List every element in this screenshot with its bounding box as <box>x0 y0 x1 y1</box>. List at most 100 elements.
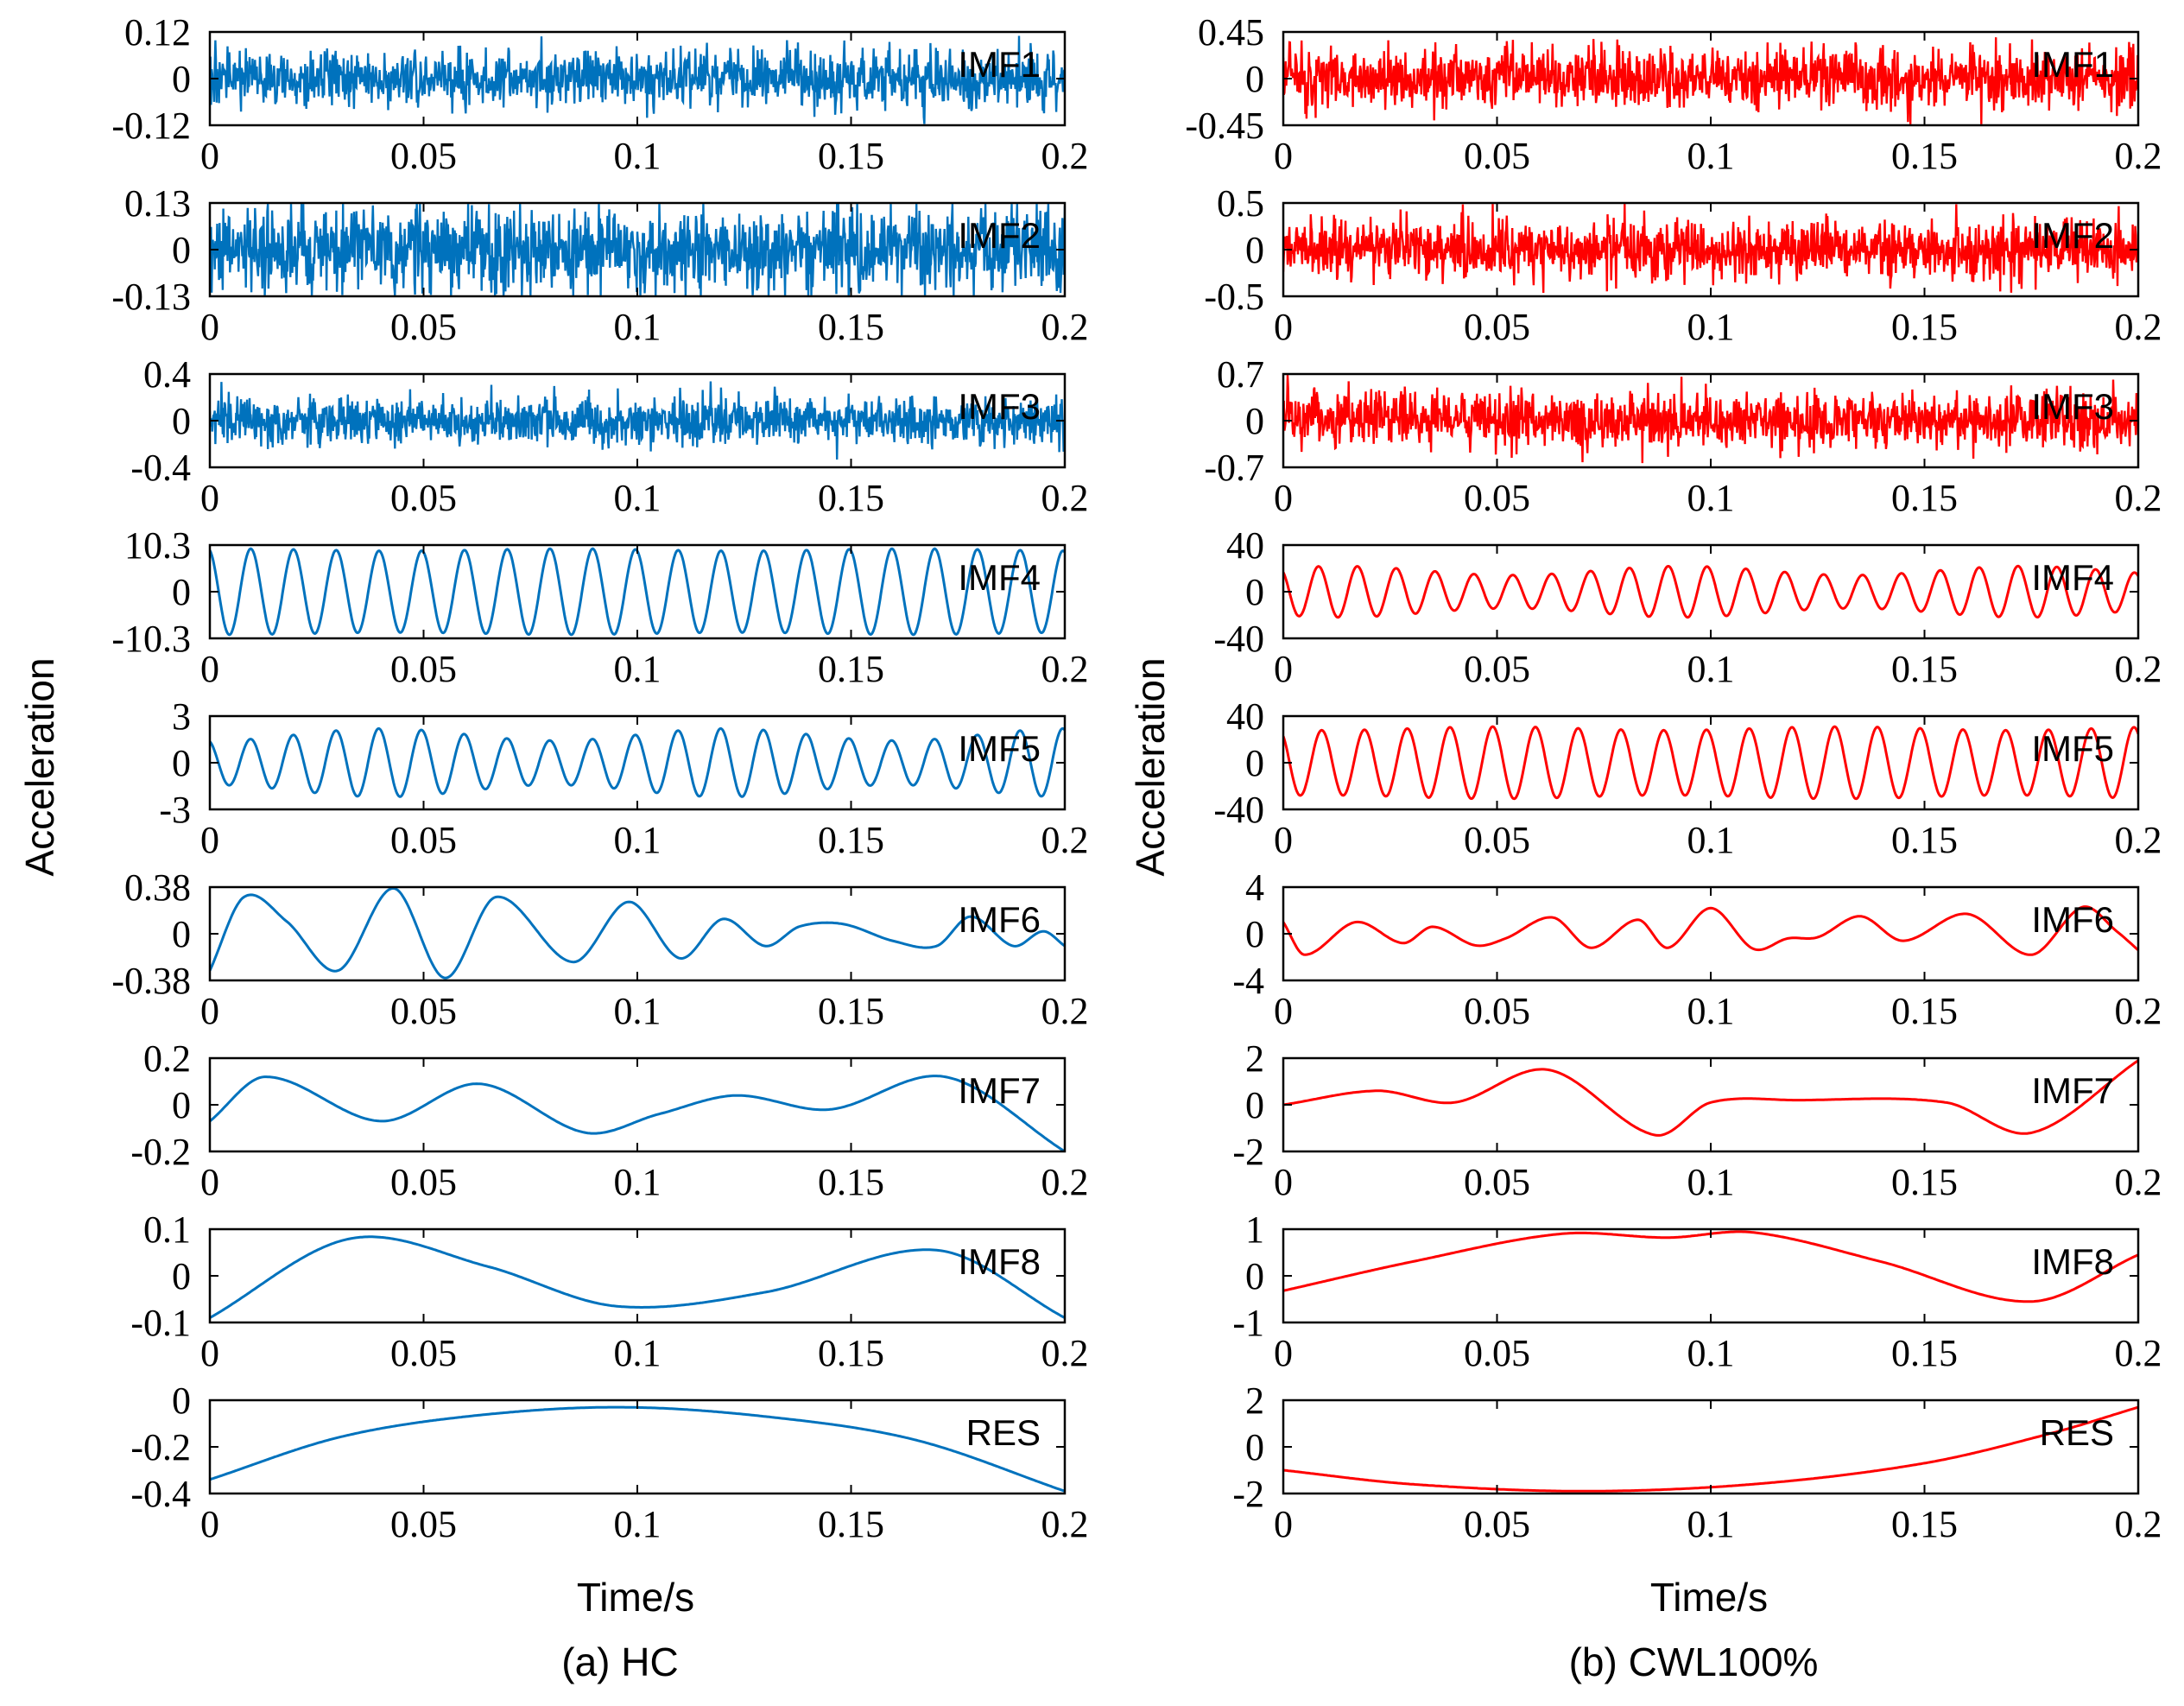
y-tick-label: 0.38 <box>124 866 191 909</box>
x-tick-label: 0.1 <box>614 306 662 348</box>
panel-name-label: IMF8 <box>958 1241 1041 1282</box>
y-tick-label: 0 <box>1245 400 1264 442</box>
panel-name-label: IMF4 <box>2031 557 2114 598</box>
x-tick-label: 0.15 <box>1891 135 1958 177</box>
x-tick-label: 0.05 <box>1464 477 1530 519</box>
series-line-res <box>210 1405 1065 1493</box>
series-line-imf7 <box>210 1075 1065 1151</box>
panel-name-label: IMF1 <box>958 44 1041 85</box>
x-tick-label: 0.2 <box>1041 135 1089 177</box>
x-tick-label: 0.15 <box>1891 1503 1958 1545</box>
x-tick-label: 0 <box>200 819 219 861</box>
panel-name-label: RES <box>2040 1412 2114 1453</box>
panel-name-label: IMF5 <box>2031 728 2114 769</box>
x-tick-label: 0.15 <box>818 1332 884 1374</box>
y-tick-label: -40 <box>1213 789 1264 831</box>
y-tick-label: -4 <box>1232 960 1264 1002</box>
plot-frame <box>208 1056 1067 1153</box>
x-tick-label: 0 <box>1274 306 1293 348</box>
y-tick-label: 0 <box>172 229 191 271</box>
y-tick-label: 0 <box>1245 229 1264 271</box>
x-tick-label: 0.2 <box>2115 306 2162 348</box>
panel-name-label: RES <box>966 1412 1041 1453</box>
x-tick-label: 0.2 <box>2115 1503 2162 1545</box>
series-line-imf6 <box>1283 905 2138 956</box>
x-tick-label: 0.1 <box>1687 1161 1735 1203</box>
x-tick-label: 0.05 <box>390 648 457 690</box>
x-tick-label: 0 <box>1274 135 1293 177</box>
y-tick-label: 0 <box>1245 1426 1264 1468</box>
plot-frame <box>208 885 1067 982</box>
series-line-imf3 <box>1283 375 2138 464</box>
y-tick-label: 0.2 <box>143 1037 191 1080</box>
y-tick-label: 1 <box>1245 1208 1264 1251</box>
series-line-imf8 <box>1283 1230 2138 1303</box>
series-line-imf4 <box>210 547 1065 637</box>
x-tick-label: 0.05 <box>1464 1503 1530 1545</box>
series-line-imf5 <box>210 727 1065 798</box>
series-line-res <box>1283 1405 2138 1493</box>
y-tick-label: 0 <box>1245 1255 1264 1297</box>
panel-name-label: IMF4 <box>958 557 1041 598</box>
x-tick-label: 0 <box>1274 1332 1293 1374</box>
y-tick-label: 0.13 <box>124 182 191 225</box>
x-tick-label: 0.1 <box>614 990 662 1032</box>
series-line-imf8 <box>210 1235 1065 1319</box>
x-tick-label: 0.05 <box>1464 306 1530 348</box>
x-tick-label: 0.05 <box>1464 1161 1530 1203</box>
x-tick-label: 0 <box>1274 990 1293 1032</box>
y-axis-label-hc: Acceleration <box>17 657 62 876</box>
y-tick-label: -2 <box>1232 1473 1264 1515</box>
x-tick-label: 0.15 <box>818 477 884 519</box>
x-tick-label: 0.2 <box>1041 477 1089 519</box>
x-tick-label: 0.05 <box>1464 1332 1530 1374</box>
x-tick-label: 0.2 <box>2115 135 2162 177</box>
y-tick-label: 0 <box>172 742 191 784</box>
panel-name-label: IMF5 <box>958 728 1041 769</box>
x-tick-label: 0 <box>1274 1503 1293 1545</box>
x-tick-label: 0 <box>200 1161 219 1203</box>
y-tick-label: -2 <box>1232 1131 1264 1173</box>
x-tick-label: 0.2 <box>1041 306 1089 348</box>
x-tick-label: 0.2 <box>2115 648 2162 690</box>
y-tick-label: -0.2 <box>130 1131 191 1173</box>
y-tick-label: 0 <box>172 400 191 442</box>
x-tick-label: 0 <box>1274 648 1293 690</box>
x-tick-label: 0.15 <box>1891 306 1958 348</box>
y-axis-label-cwl: Acceleration <box>1128 657 1173 876</box>
panel-name-label: IMF3 <box>958 386 1041 427</box>
panel-hc-res: 0 0.05 0.1 0.15 0.2 0-0.2 -0.4 RES <box>130 1379 1088 1545</box>
x-tick-label: 0.05 <box>390 306 457 348</box>
x-tick-label: 0.15 <box>1891 1161 1958 1203</box>
x-tick-label: 0.05 <box>390 819 457 861</box>
x-tick-label: 0 <box>200 648 219 690</box>
x-tick-label: 0.2 <box>2115 1332 2162 1374</box>
x-tick-label: 0.05 <box>390 135 457 177</box>
x-tick-label: 0.1 <box>1687 306 1735 348</box>
y-tick-label: 0 <box>172 1255 191 1297</box>
series-line-imf7 <box>1283 1059 2138 1137</box>
x-tick-label: 0 <box>200 306 219 348</box>
x-tick-label: 0 <box>200 1332 219 1374</box>
y-tick-label: 0.45 <box>1198 11 1264 54</box>
x-tick-label: 0.2 <box>2115 990 2162 1032</box>
x-tick-label: 0 <box>200 477 219 519</box>
plot-frame <box>1282 543 2140 640</box>
y-tick-label: -0.13 <box>111 276 191 318</box>
x-tick-label: 0 <box>1274 477 1293 519</box>
x-tick-label: 0.2 <box>1041 990 1089 1032</box>
x-tick-label: 0.15 <box>818 135 884 177</box>
y-tick-label: -0.7 <box>1204 447 1264 489</box>
panel-name-label: IMF1 <box>2031 44 2114 85</box>
plot-frame <box>1282 1056 2140 1153</box>
y-tick-label: 0 <box>1245 1084 1264 1126</box>
